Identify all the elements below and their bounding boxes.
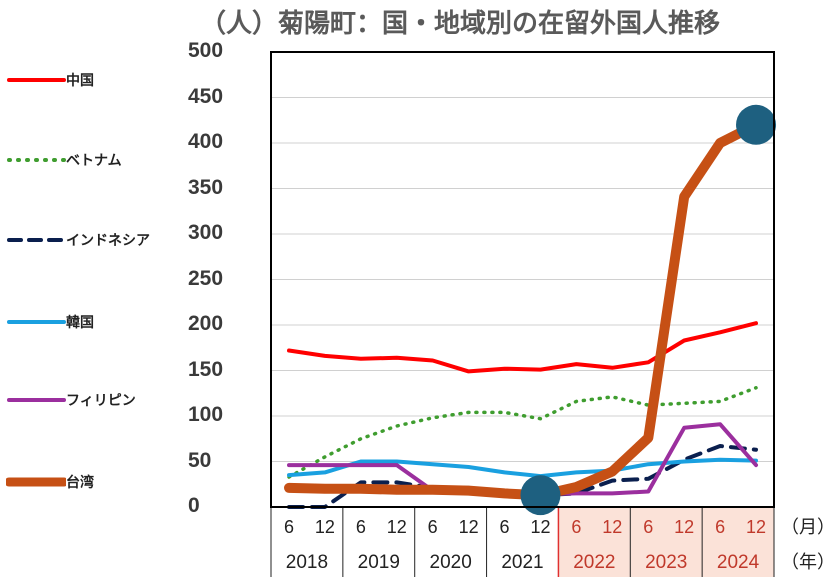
data-marker — [736, 104, 777, 145]
x-month-label: 12 — [602, 517, 622, 537]
x-year-label: 2022 — [573, 552, 615, 573]
legend-label: 台湾 — [66, 475, 94, 491]
x-month-label: 6 — [284, 517, 294, 537]
legend-swatch — [7, 78, 66, 82]
x-month-label: 6 — [643, 517, 653, 537]
x-month-label: 12 — [315, 517, 335, 537]
series-line-中国 — [287, 321, 758, 374]
legend-label: インドネシア — [66, 233, 150, 249]
legend-swatch — [6, 477, 66, 487]
y-tick-label: 350 — [188, 175, 224, 199]
legend-label: ベトナム — [66, 153, 122, 169]
legend-label: フィリピン — [66, 393, 136, 409]
title-main: 菊陽町：国・地域別の在留外国人推移 — [278, 9, 721, 39]
month-unit-label: （月） — [781, 517, 826, 538]
y-tick-label: 50 — [188, 448, 212, 472]
y-tick-label: 100 — [188, 403, 224, 426]
y-tick-label: 300 — [188, 221, 224, 244]
x-month-label: 12 — [746, 517, 766, 537]
highlight-2023 — [630, 507, 703, 577]
x-month-label: 6 — [500, 517, 510, 537]
x-month-label: 12 — [387, 517, 407, 537]
legend-label: 韓国 — [66, 315, 94, 331]
x-month-label: 6 — [356, 517, 366, 537]
legend-swatch — [7, 238, 66, 242]
x-month-label: 6 — [428, 517, 438, 537]
highlight-2022 — [558, 507, 631, 577]
x-year-label: 2019 — [358, 552, 400, 573]
y-tick-label: 450 — [188, 84, 224, 108]
legend-swatch — [7, 398, 66, 402]
x-month-label: 6 — [715, 517, 725, 537]
y-tick-label: 250 — [188, 266, 224, 290]
data-marker — [520, 475, 561, 516]
plot-frame — [270, 51, 775, 508]
legend-swatch — [7, 158, 66, 162]
y-tick-label: 150 — [188, 357, 224, 381]
chart-title: （人）菊陽町：国・地域別の在留外国人推移 — [200, 3, 720, 40]
legend-label: 中国 — [66, 73, 94, 89]
x-month-label: 6 — [571, 517, 581, 537]
data-markers — [520, 104, 777, 516]
series-lines — [284, 119, 761, 509]
x-axis-table: 6 12 6 12 6 12 6 12 6 12 6 12 6 12 2018 2019 2020 2021 202… — [270, 507, 826, 577]
legend-swatch — [7, 320, 66, 324]
highlight-2024 — [702, 507, 774, 577]
x-year-label: 2018 — [286, 552, 328, 573]
y-tick-label: 500 — [188, 39, 224, 62]
x-month-label: 12 — [459, 517, 479, 537]
y-unit-label: （人） — [200, 9, 279, 39]
year-unit-label: （年） — [781, 552, 826, 573]
y-tick-label: 400 — [188, 130, 224, 153]
x-month-label: 12 — [674, 517, 694, 537]
x-year-label: 2020 — [430, 552, 472, 573]
x-month-label: 12 — [530, 517, 550, 537]
series-line-ベトナム — [287, 386, 758, 479]
y-tick-label: 200 — [188, 312, 224, 335]
x-year-label: 2021 — [501, 552, 543, 573]
series-line-韓国 — [287, 457, 758, 479]
gridlines — [271, 97, 774, 462]
y-tick-label: 0 — [188, 494, 200, 517]
x-year-label: 2024 — [717, 552, 760, 573]
x-year-label: 2023 — [645, 552, 687, 573]
